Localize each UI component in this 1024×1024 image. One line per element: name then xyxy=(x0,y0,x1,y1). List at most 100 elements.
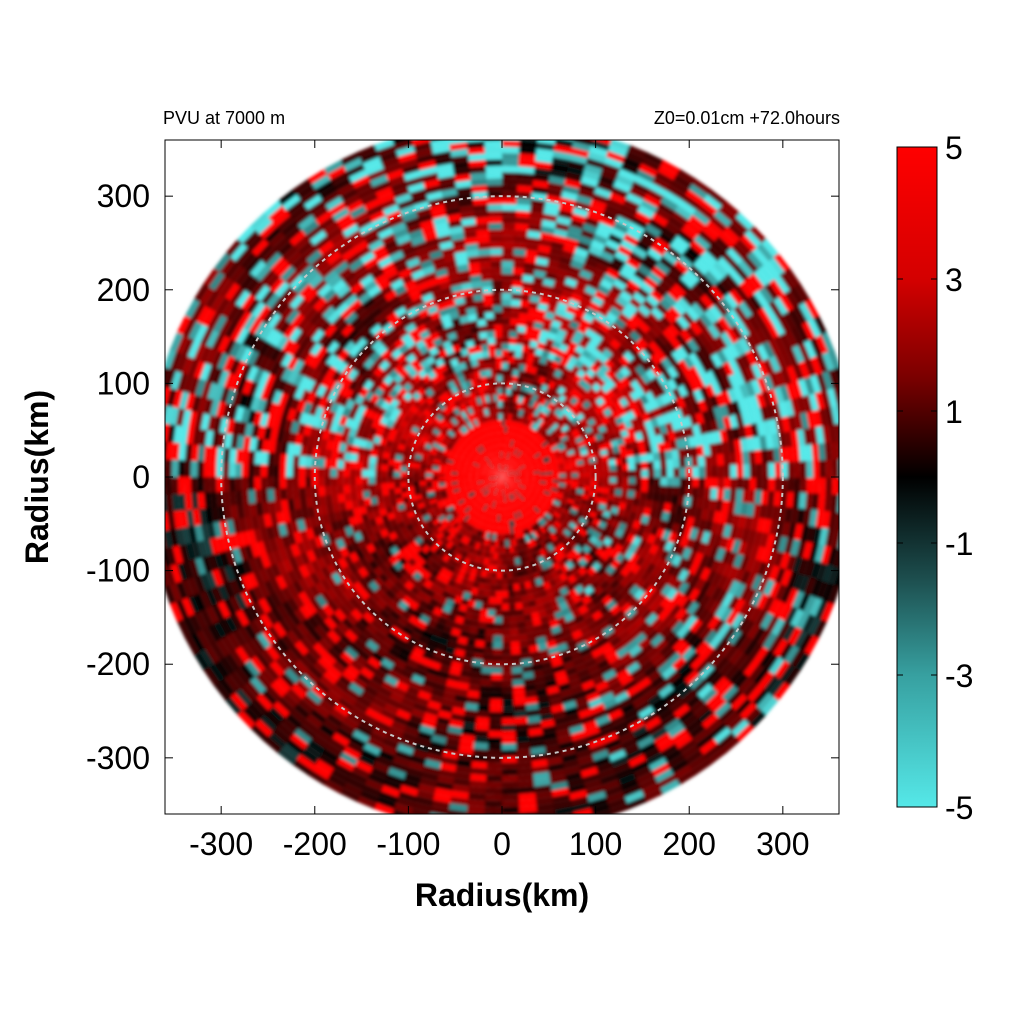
heatmap-cell xyxy=(500,477,502,484)
heatmap-cell xyxy=(695,529,705,543)
heatmap-cell xyxy=(577,708,594,719)
heatmap-cell xyxy=(493,488,497,495)
heatmap-cell xyxy=(520,383,527,392)
heatmap-cell xyxy=(593,358,605,369)
heatmap-cell xyxy=(564,466,572,471)
heatmap-cell xyxy=(702,498,711,511)
heatmap-cell xyxy=(427,491,435,497)
heatmap-cell xyxy=(541,219,557,229)
heatmap-cell xyxy=(416,498,424,505)
heatmap-cell xyxy=(537,436,545,444)
heatmap-cell xyxy=(593,585,604,596)
heatmap-cell xyxy=(476,515,482,523)
heatmap-cell xyxy=(582,400,592,410)
heatmap-cell xyxy=(472,512,478,520)
heatmap-cell xyxy=(502,472,507,477)
heatmap-cell xyxy=(508,520,513,528)
heatmap-cell xyxy=(432,728,448,738)
heatmap-cell xyxy=(643,276,659,290)
heatmap-cell xyxy=(475,458,482,464)
heatmap-cell xyxy=(614,489,622,497)
heatmap-cell xyxy=(327,512,337,523)
heatmap-cell xyxy=(476,500,482,507)
heatmap-cell xyxy=(439,610,450,620)
heatmap-cell xyxy=(601,348,613,360)
heatmap-cell xyxy=(503,458,505,465)
heatmap-cell xyxy=(330,401,340,414)
heatmap-cell xyxy=(663,292,678,307)
heatmap-cell xyxy=(485,457,491,463)
heatmap-cell xyxy=(491,470,497,474)
heatmap-cell xyxy=(456,497,464,503)
heatmap-cell xyxy=(498,489,500,496)
heatmap-cell xyxy=(432,528,441,537)
heatmap-cell xyxy=(536,418,544,426)
heatmap-cell xyxy=(326,563,337,576)
heatmap-cell xyxy=(483,557,490,565)
heatmap-cell xyxy=(471,405,478,414)
heatmap-cell xyxy=(476,476,483,479)
heatmap-cell xyxy=(378,608,391,621)
heatmap-cell xyxy=(587,620,599,632)
heatmap-cell xyxy=(513,583,520,591)
heatmap-cell xyxy=(584,477,591,482)
heatmap-cell xyxy=(466,531,474,540)
heatmap-cell xyxy=(490,433,495,441)
heatmap-cell xyxy=(707,408,717,422)
heatmap-cell xyxy=(481,503,487,510)
heatmap-cell xyxy=(406,657,420,669)
heatmap-cell xyxy=(501,508,504,516)
heatmap-cell xyxy=(532,276,545,285)
heatmap-cell xyxy=(426,666,440,677)
heatmap-cell xyxy=(346,508,355,519)
heatmap-cell xyxy=(537,700,551,710)
heatmap-cell xyxy=(579,714,596,725)
heatmap-cell xyxy=(479,485,486,490)
heatmap-cell xyxy=(629,358,641,370)
heatmap-cell xyxy=(524,433,530,440)
heatmap-cell xyxy=(542,432,550,439)
heatmap-cell xyxy=(632,447,641,457)
heatmap-cell xyxy=(505,413,509,421)
heatmap-cell xyxy=(538,589,548,598)
heatmap-cell xyxy=(442,451,450,457)
heatmap-cell xyxy=(409,312,422,323)
heatmap-cell xyxy=(484,634,494,642)
heatmap-cell xyxy=(442,319,454,329)
heatmap-cell xyxy=(243,435,252,451)
heatmap-cell xyxy=(605,675,620,687)
heatmap-cell xyxy=(622,477,629,484)
heatmap-cell xyxy=(501,705,515,712)
heatmap-cell xyxy=(677,297,692,312)
heatmap-cell xyxy=(580,449,588,456)
heatmap-cell xyxy=(416,323,428,334)
heatmap-cell xyxy=(477,582,486,590)
heatmap-cell xyxy=(597,353,609,364)
heatmap-cell xyxy=(577,275,591,286)
heatmap-cell xyxy=(501,635,511,643)
heatmap-cell xyxy=(502,477,509,479)
heatmap-cell xyxy=(694,577,706,592)
heatmap-cell xyxy=(704,487,712,500)
heatmap-cell xyxy=(470,468,478,472)
heatmap-cell xyxy=(605,311,619,324)
heatmap-cell xyxy=(554,722,570,732)
heatmap-cell xyxy=(458,484,466,489)
heatmap-cell xyxy=(500,451,503,458)
heatmap-cell xyxy=(494,407,499,414)
heatmap-cell xyxy=(510,653,522,661)
heatmap-cell xyxy=(533,423,540,431)
heatmap-cell xyxy=(400,610,412,621)
heatmap-cell xyxy=(491,571,497,579)
heatmap-cell xyxy=(357,566,369,578)
heatmap-cell xyxy=(463,295,475,303)
heatmap-cell xyxy=(577,485,585,491)
heatmap-cell xyxy=(530,524,537,533)
heatmap-cell xyxy=(450,510,458,517)
heatmap-cell xyxy=(653,426,662,437)
heatmap-cell xyxy=(384,267,399,279)
heatmap-cell xyxy=(608,433,617,442)
heatmap-cell xyxy=(476,431,482,439)
heatmap-cell xyxy=(365,417,375,427)
heatmap-cell xyxy=(502,477,507,482)
